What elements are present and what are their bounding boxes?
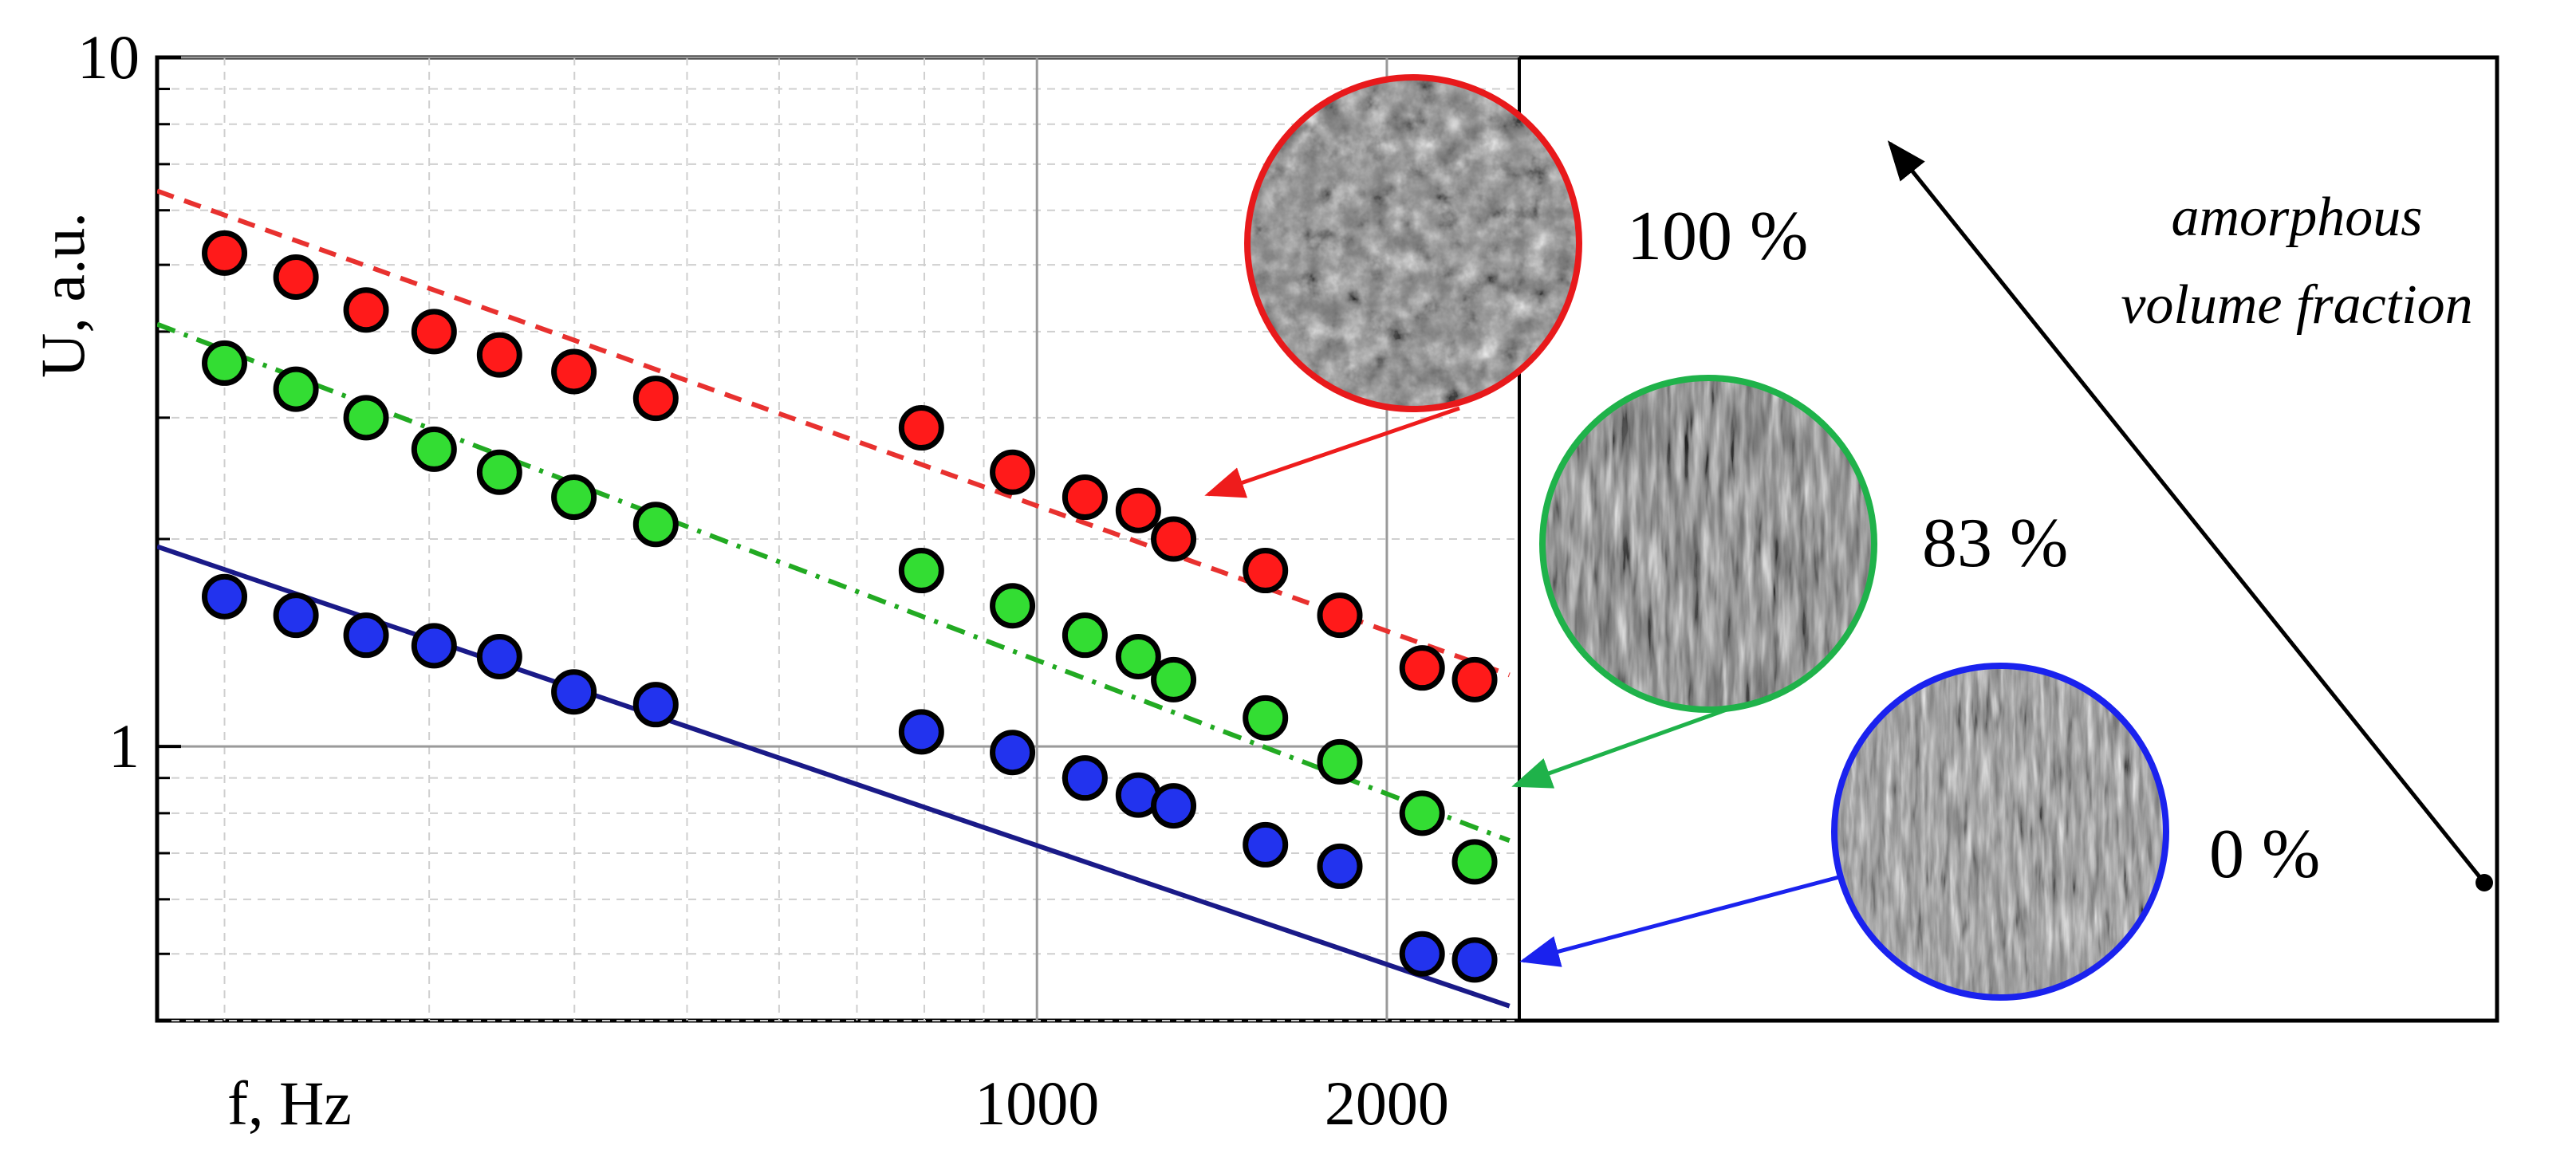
data-point-0: [632, 682, 679, 728]
y-tick-label: 10: [77, 22, 140, 92]
y-tick-label: 1: [108, 711, 140, 781]
data-point-0: [476, 634, 522, 680]
data-point-0: [1317, 843, 1363, 889]
data-point-0: [1451, 937, 1498, 983]
trend-arrow: [1887, 140, 2486, 884]
data-point-0: [990, 730, 1036, 776]
data-point-83: [1062, 612, 1108, 659]
trend-note-line1: amorphous: [2171, 187, 2422, 248]
inset-micrograph-0: [1831, 663, 2169, 1001]
data-point-100: [343, 287, 389, 333]
data-point-100: [476, 332, 522, 378]
data-point-0: [1243, 821, 1289, 868]
data-point-83: [411, 426, 457, 472]
data-point-0: [411, 623, 457, 669]
data-point-0: [202, 573, 248, 620]
trend-note-line2: volume fraction: [2121, 274, 2472, 336]
data-point-0: [1399, 931, 1445, 977]
data-point-0: [1151, 783, 1197, 829]
data-point-100: [551, 348, 597, 395]
tick-labels: 1 10 1000 2000: [77, 22, 1449, 1138]
data-point-100: [898, 405, 944, 451]
x-tick-label: 1000: [975, 1068, 1099, 1138]
data-point-83: [632, 502, 679, 548]
data-point-83: [551, 474, 597, 521]
pointer-arrow-100: [1204, 406, 1460, 498]
data-point-100: [273, 254, 319, 300]
data-point-100: [1243, 548, 1289, 594]
data-point-100: [1115, 487, 1161, 533]
data-point-100: [1317, 592, 1363, 639]
inset-label-100: 100 %: [1627, 198, 1808, 275]
data-point-100: [202, 230, 248, 276]
data-point-100: [632, 376, 679, 422]
plot-grid: [157, 56, 1519, 1022]
pointer-arrow-83: [1511, 707, 1727, 789]
data-point-83: [1451, 839, 1498, 885]
data-point-83: [476, 449, 522, 495]
inset-label-0: 0 %: [2209, 816, 2320, 893]
inset-label-83: 83 %: [1922, 505, 2068, 582]
fit-line-100: [157, 188, 1511, 678]
data-point-100: [1062, 474, 1108, 521]
data-point-83: [898, 548, 944, 594]
data-point-0: [273, 592, 319, 639]
data-point-83: [1399, 790, 1445, 836]
data-point-0: [1062, 755, 1108, 801]
data-point-100: [1451, 656, 1498, 702]
data-point-100: [1151, 516, 1197, 562]
data-point-100: [990, 449, 1036, 495]
x-axis-title: f, Hz: [227, 1068, 352, 1138]
inset-micrograph-83: [1539, 375, 1877, 713]
data-point-83: [202, 340, 248, 386]
data-point-83: [990, 583, 1036, 629]
data-point-0: [551, 669, 597, 715]
data-point-83: [1317, 738, 1363, 785]
data-point-100: [1399, 645, 1445, 691]
pointer-arrow-0: [1519, 875, 1840, 967]
data-point-0: [898, 709, 944, 755]
data-point-0: [343, 612, 389, 659]
data-point-83: [273, 366, 319, 412]
data-point-100: [411, 309, 457, 355]
trend-arrow-origin: [2476, 874, 2493, 891]
data-points: [202, 230, 1498, 983]
data-point-83: [1151, 656, 1197, 702]
data-point-83: [343, 395, 389, 441]
inset-micrograph-100: [1244, 74, 1582, 412]
data-point-83: [1115, 634, 1161, 680]
y-axis-title: U, a.u.: [28, 212, 97, 378]
data-point-83: [1243, 695, 1289, 741]
x-tick-label: 2000: [1325, 1068, 1449, 1138]
